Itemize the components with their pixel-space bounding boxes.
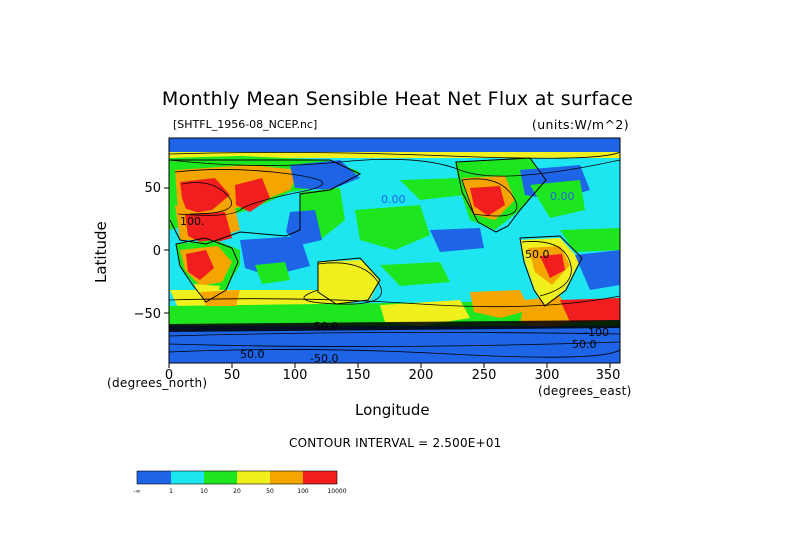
colorbar-label: -∞ xyxy=(133,488,141,495)
x-tick-label: 250 xyxy=(472,368,497,383)
y-tick-labels: 50 0 −50 xyxy=(134,181,161,322)
europe-red xyxy=(180,178,230,214)
x-tick-label: 50 xyxy=(224,368,241,383)
contour-label: 0.00 xyxy=(381,193,406,206)
colorbar-swatch xyxy=(303,471,337,484)
coastlines xyxy=(169,157,583,307)
colorbar-label: 10 xyxy=(200,488,208,495)
contour-label: -50.0 xyxy=(310,352,338,365)
contour-label-group: 0.00 0.00 50.0 50.0 50.0 -50.0 -50.0 100… xyxy=(180,190,609,365)
contour-label: 50.0 xyxy=(525,248,550,261)
x-axis-units: (degrees_east) xyxy=(538,384,632,398)
colorbar-label: 20 xyxy=(233,488,241,495)
x-tick-label: 150 xyxy=(346,368,371,383)
x-tick-label: 0 xyxy=(165,368,173,383)
colorbar-swatch xyxy=(137,471,171,484)
south-indian-orange xyxy=(200,290,240,306)
contour-lines xyxy=(169,151,620,358)
y-axis-units: (degrees_north) xyxy=(107,376,208,390)
contour-label: 100. xyxy=(180,215,205,228)
x-tick-label: 350 xyxy=(596,368,621,383)
south-pacific-orange xyxy=(470,290,530,318)
antarctic-contour-band xyxy=(169,320,620,332)
tropical-atlantic-green xyxy=(560,228,620,252)
flux-field xyxy=(169,138,620,363)
sahel-red xyxy=(186,250,214,280)
colorbar-swatch xyxy=(237,471,270,484)
contour-label: 0.00 xyxy=(550,190,575,203)
colorbar-frame xyxy=(136,470,338,485)
central-asia-red xyxy=(235,178,270,212)
y-tick-label: 0 xyxy=(153,244,161,259)
indian-ocean-green xyxy=(255,262,290,284)
y-tick-label: −50 xyxy=(134,307,161,322)
brazil-red xyxy=(540,254,565,278)
file-label: [SHTFL_1956-08_NCEP.nc] xyxy=(173,118,318,131)
arabia-red xyxy=(185,212,232,245)
contour-label: 50.0 xyxy=(572,338,597,351)
y-tick-label: 50 xyxy=(144,181,161,196)
pacific-green xyxy=(355,205,430,250)
y-axis-title: Latitude xyxy=(92,221,110,283)
axis-ticks xyxy=(164,187,611,368)
x-axis-title: Longitude xyxy=(355,401,430,419)
map-title: Monthly Mean Sensible Heat Net Flux at s… xyxy=(161,88,634,110)
contour-label: -50.0 xyxy=(310,320,338,333)
contour-interval: CONTOUR INTERVAL = 2.500E+01 xyxy=(289,436,502,450)
south-atlantic-red xyxy=(560,298,620,322)
colorbar-swatch xyxy=(204,471,237,484)
colorbar-swatch xyxy=(171,471,204,484)
western-us-red xyxy=(470,186,505,216)
arctic-edge xyxy=(169,152,620,158)
south-asia-blue xyxy=(286,210,322,245)
colorbar-swatch xyxy=(270,471,303,484)
x-tick-label: 200 xyxy=(409,368,434,383)
x-tick-labels: 0 50 100 150 200 250 300 350 xyxy=(165,368,621,383)
south-atlantic-blue xyxy=(575,250,620,290)
east-pacific-blue xyxy=(430,228,484,252)
tropical-pacific-green xyxy=(380,262,450,286)
colorbar xyxy=(136,470,338,485)
north-pacific-green xyxy=(400,178,465,200)
colorbar-label: 1 xyxy=(169,488,173,495)
colorbar-label: 10000 xyxy=(327,488,347,495)
contour-label: 50.0 xyxy=(240,348,265,361)
x-tick-label: 100 xyxy=(283,368,308,383)
units-label: (units:W/m^2) xyxy=(531,117,629,132)
south-pacific-yellow xyxy=(380,300,470,326)
colorbar-label: 50 xyxy=(266,488,274,495)
arctic-band xyxy=(169,138,620,152)
x-tick-label: 300 xyxy=(535,368,560,383)
colorbar-label: 100 xyxy=(297,488,309,495)
north-atlantic-green xyxy=(530,180,585,218)
contour-label: -100 xyxy=(584,326,609,339)
siberia-blue xyxy=(290,160,360,190)
australia-yellow xyxy=(318,260,380,305)
